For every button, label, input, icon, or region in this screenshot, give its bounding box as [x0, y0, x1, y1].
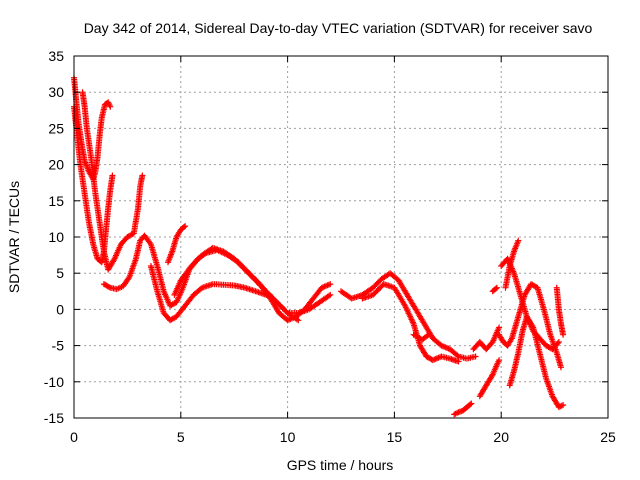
- y-tick-label: 0: [56, 301, 64, 317]
- y-tick-label: 35: [48, 48, 64, 64]
- y-tick-label: -5: [52, 338, 65, 354]
- x-tick-label: 10: [280, 429, 296, 445]
- y-tick-label: 15: [48, 193, 64, 209]
- data-point: [493, 284, 500, 291]
- grid-lines: [74, 56, 608, 418]
- x-axis-title: GPS time / hours: [287, 457, 394, 473]
- y-tick-label: 5: [56, 265, 64, 281]
- axis-ticks: [73, 55, 609, 419]
- data-points: [71, 74, 567, 418]
- series-track-13: [470, 324, 503, 353]
- data-point: [496, 357, 503, 364]
- data-point: [424, 332, 431, 339]
- data-point: [554, 340, 561, 347]
- data-point: [425, 331, 432, 338]
- x-tick-label: 25: [600, 429, 616, 445]
- y-axis-title: SDTVAR / TECUs: [6, 181, 22, 293]
- y-tick-label: 25: [48, 120, 64, 136]
- data-point: [327, 291, 334, 298]
- series-track-3: [79, 89, 146, 273]
- data-point: [467, 401, 474, 408]
- data-point: [560, 331, 567, 338]
- y-tick-label: -15: [44, 410, 64, 426]
- data-point: [515, 237, 522, 244]
- y-tick-label: -10: [44, 374, 64, 390]
- data-point: [109, 172, 116, 179]
- y-tick-label: 20: [48, 157, 64, 173]
- data-point: [468, 400, 475, 407]
- series-track-8: [338, 270, 479, 362]
- series-track-18: [553, 284, 567, 338]
- series-track-7: [165, 223, 189, 266]
- y-tick-labels: -15 -10 -5 0 5 10 15 20 25 30 35: [44, 48, 64, 426]
- chart-title: Day 342 of 2014, Sidereal Day-to-day VTE…: [84, 20, 593, 36]
- data-point: [327, 281, 334, 288]
- y-tick-label: 30: [48, 84, 64, 100]
- series-track-12: [476, 357, 503, 400]
- data-point: [106, 284, 112, 290]
- series-track-6: [171, 244, 302, 324]
- series-track-11: [451, 400, 475, 418]
- data-point: [326, 292, 332, 299]
- series-track-17: [502, 237, 522, 291]
- series-track-10: [410, 331, 432, 343]
- x-tick-label: 20: [493, 429, 509, 445]
- data-point: [455, 358, 462, 365]
- x-tick-label: 0: [70, 429, 78, 445]
- x-tick-labels: 0 5 10 15 20 25: [70, 429, 616, 445]
- data-point: [555, 339, 562, 345]
- data-point: [472, 353, 479, 360]
- data-point: [295, 317, 302, 324]
- x-tick-label: 5: [177, 429, 185, 445]
- data-point: [107, 103, 114, 110]
- data-point: [558, 364, 564, 371]
- y-tick-label: 10: [48, 229, 64, 245]
- x-tick-label: 15: [387, 429, 403, 445]
- data-point: [139, 172, 146, 179]
- data-point: [560, 402, 567, 408]
- series-track-9: [359, 281, 462, 365]
- data-point: [558, 402, 565, 409]
- data-point: [496, 324, 503, 331]
- data-point: [181, 224, 187, 230]
- series-track-19: [489, 284, 500, 295]
- data-point: [182, 223, 189, 230]
- data-point: [492, 285, 499, 292]
